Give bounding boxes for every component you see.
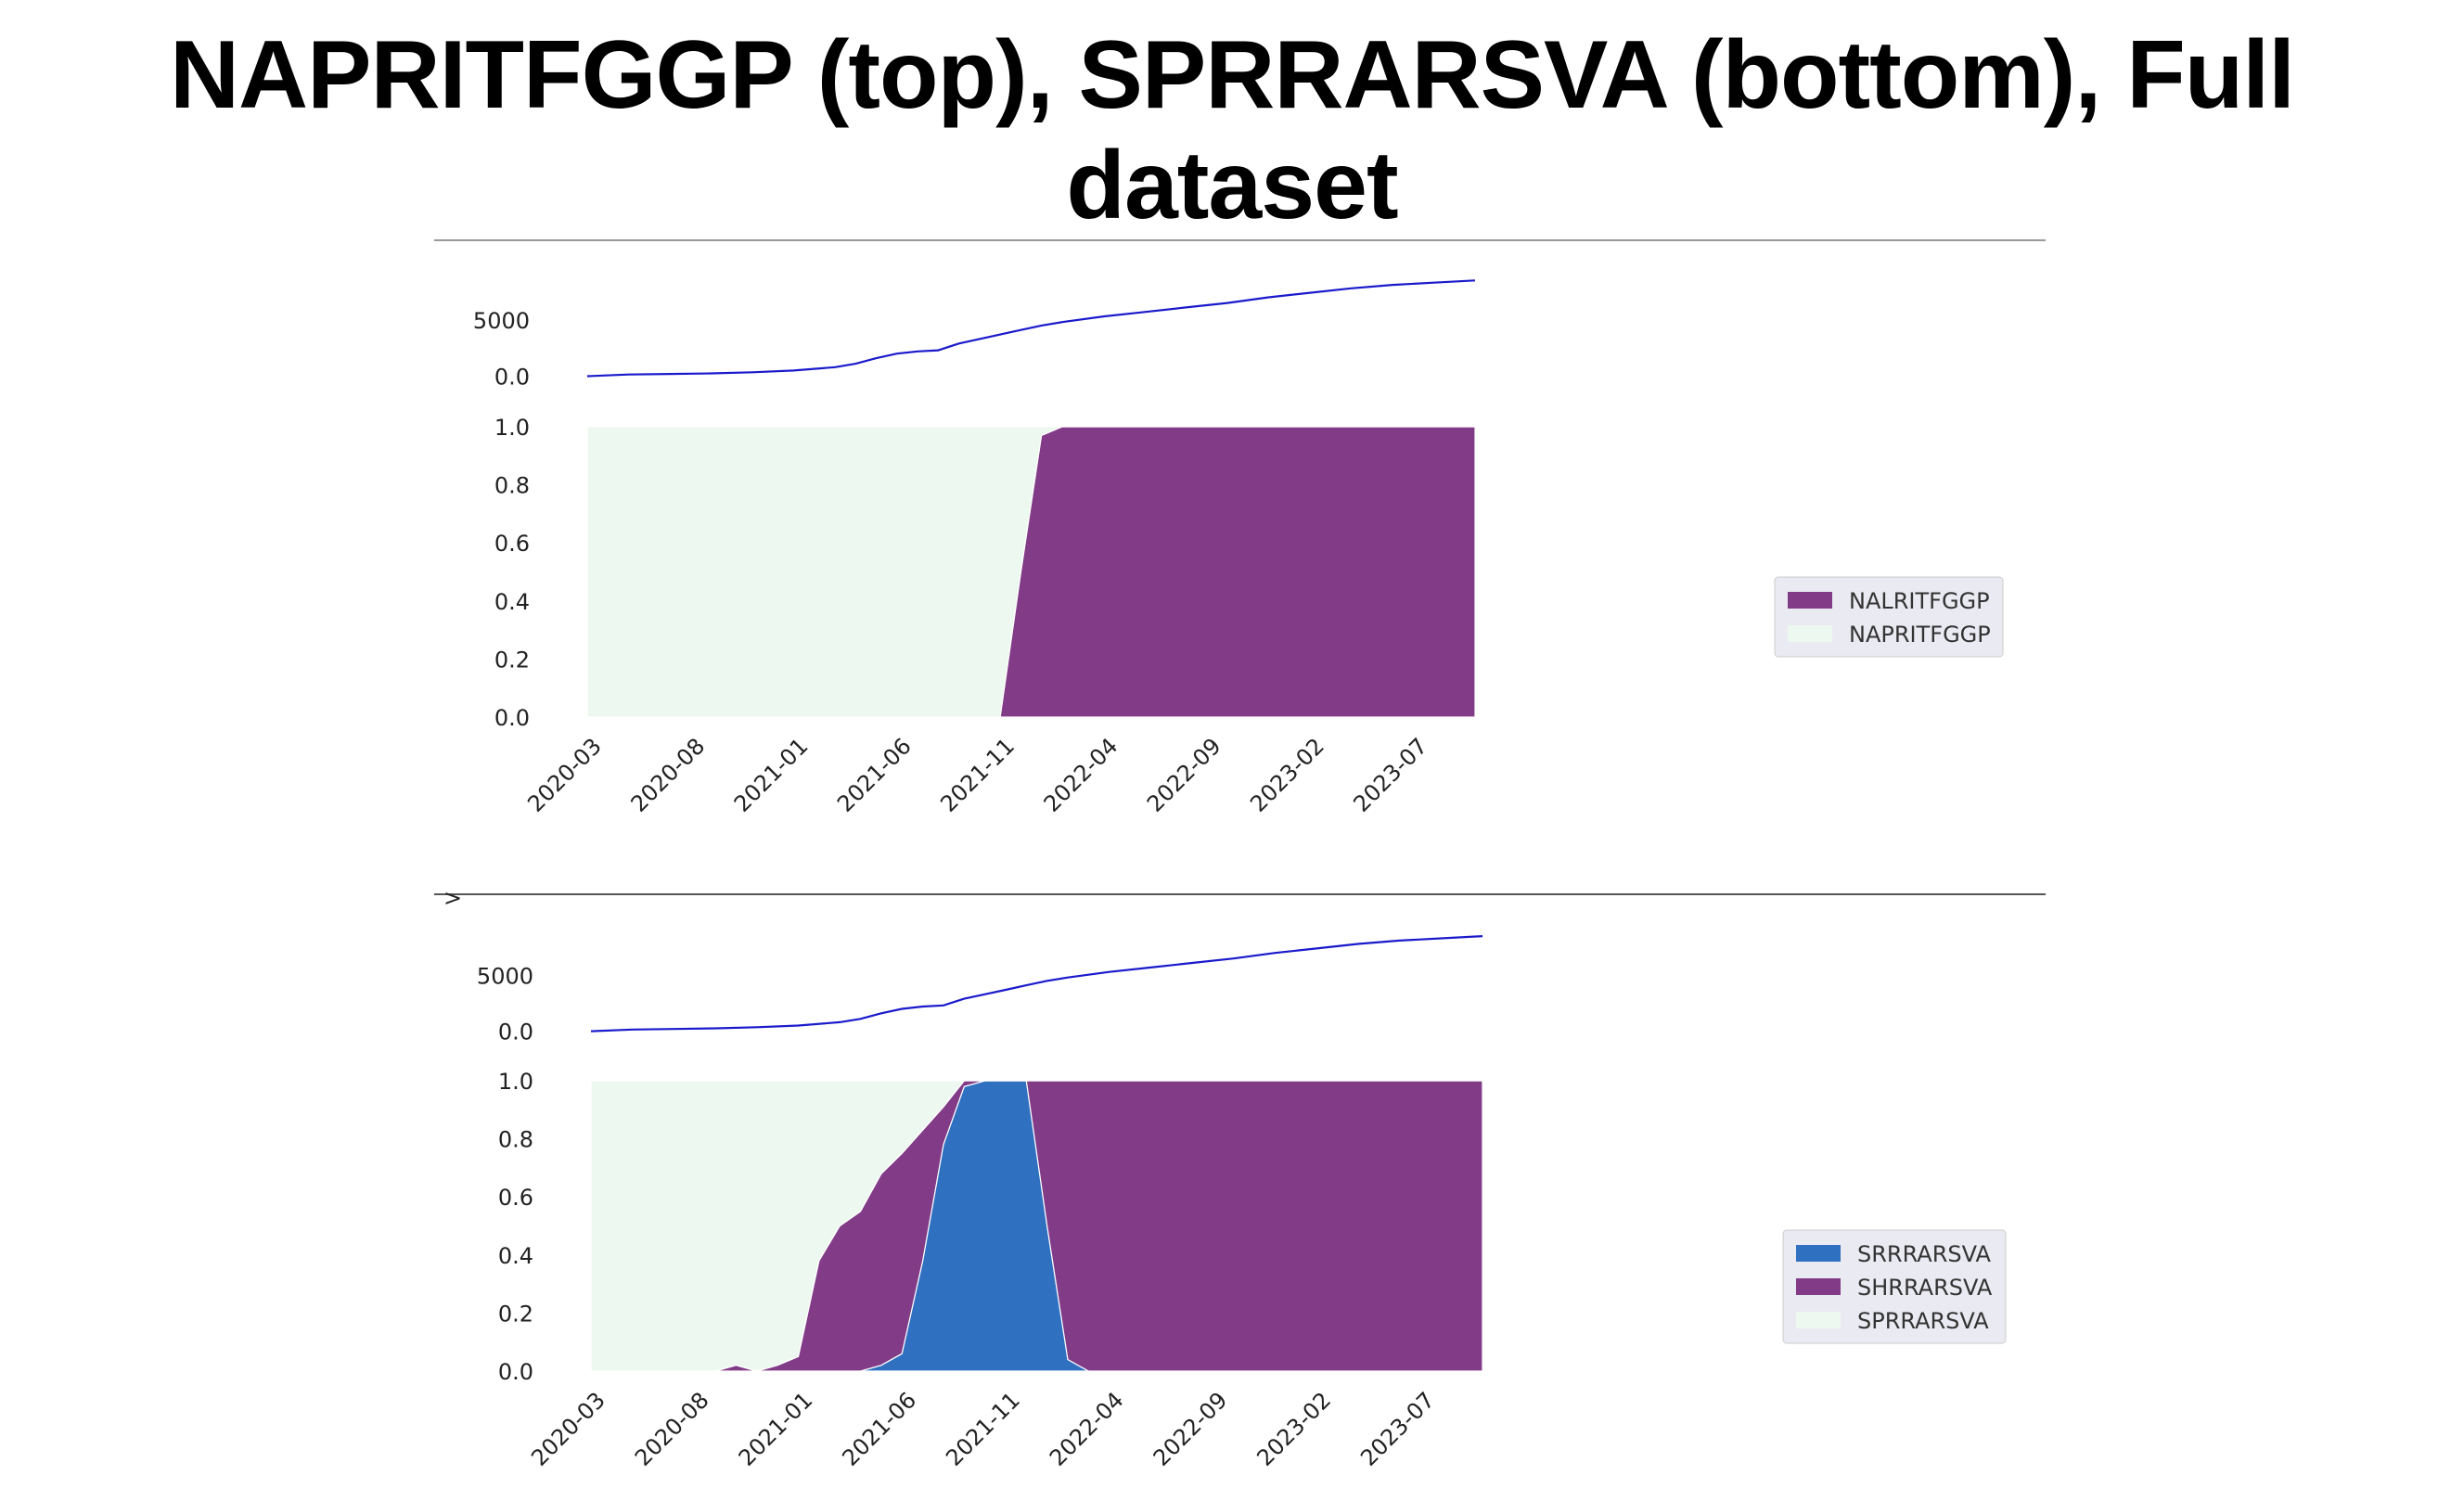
bottom-area-ytick-label: 0.0 [498,1359,533,1385]
top-xtick-label: 2020-08 [626,733,711,817]
bottom-xtick-label: 2021-06 [837,1387,921,1471]
top-xtick-label: 2023-02 [1245,733,1329,817]
bottom-area-sprrarsva [590,1080,1482,1372]
top-area-ytick-label: 0.6 [494,531,530,557]
bottom-xtick-label: 2021-11 [941,1387,1025,1471]
top-area-napritfggp [586,426,1475,718]
top-xtick-label: 2022-09 [1142,733,1226,817]
bottom-area-ytick-label: 0.2 [498,1301,533,1327]
bottom-area-ytick-label: 0.4 [498,1243,533,1269]
top-area-ytick-label: 0.4 [494,589,530,615]
bottom-legend-label: SPRRARSVA [1857,1308,1989,1334]
top-area-ytick-label: 0.8 [494,473,530,499]
bottom-xtick-label: 2023-02 [1251,1387,1336,1471]
top-xtick-label: 2023-07 [1348,733,1432,817]
top-area-ytick-label: 0.0 [494,705,530,731]
top-xtick-label: 2021-11 [935,733,1020,817]
top-line-ytick-label: 0.0 [494,365,530,391]
top-legend-label: NALRITFGGP [1849,588,1990,614]
bottom-legend-label: SRRRARSVA [1857,1241,1992,1267]
bottom-area-ytick-label: 0.8 [498,1127,533,1153]
bottom-panel-marker: > [443,885,462,911]
top-xtick-label: 2022-04 [1039,733,1123,817]
top-xtick-label: 2021-06 [832,733,917,817]
bottom-legend-swatch [1796,1278,1841,1295]
page-title: NAPRITFGGP (top), SPRRARSVA (bottom), Fu… [169,21,2295,239]
bottom-xtick-label: 2021-01 [734,1387,818,1471]
bottom-xtick-label: 2020-03 [526,1387,610,1471]
bottom-legend-swatch [1796,1245,1841,1262]
top-xtick-label: 2020-03 [522,733,607,817]
top-xtick-label: 2021-01 [729,733,814,817]
bottom-line-series [590,935,1483,1033]
bottom-area-ytick-label: 1.0 [498,1069,533,1095]
bottom-xtick-label: 2020-08 [630,1387,714,1471]
bottom-line-ytick-label: 0.0 [498,1020,533,1045]
bottom-legend-swatch [1796,1312,1841,1328]
top-legend-swatch [1788,625,1832,642]
bottom-area-ytick-label: 0.6 [498,1185,533,1211]
bottom-xtick-label: 2022-09 [1149,1387,1233,1471]
top-legend-swatch [1788,592,1832,609]
top-area-ytick-label: 0.2 [494,647,530,673]
bottom-xtick-label: 2022-04 [1045,1387,1129,1471]
bottom-xtick-label: 2023-07 [1355,1387,1440,1471]
top-line-ytick-label: 5000 [473,308,530,334]
top-area-ytick-label: 1.0 [494,415,530,441]
top-legend-label: NAPRITFGGP [1849,622,1991,648]
top-line-series [586,279,1476,378]
bottom-legend-label: SHRRARSVA [1857,1275,1993,1301]
bottom-line-ytick-label: 5000 [477,963,533,989]
